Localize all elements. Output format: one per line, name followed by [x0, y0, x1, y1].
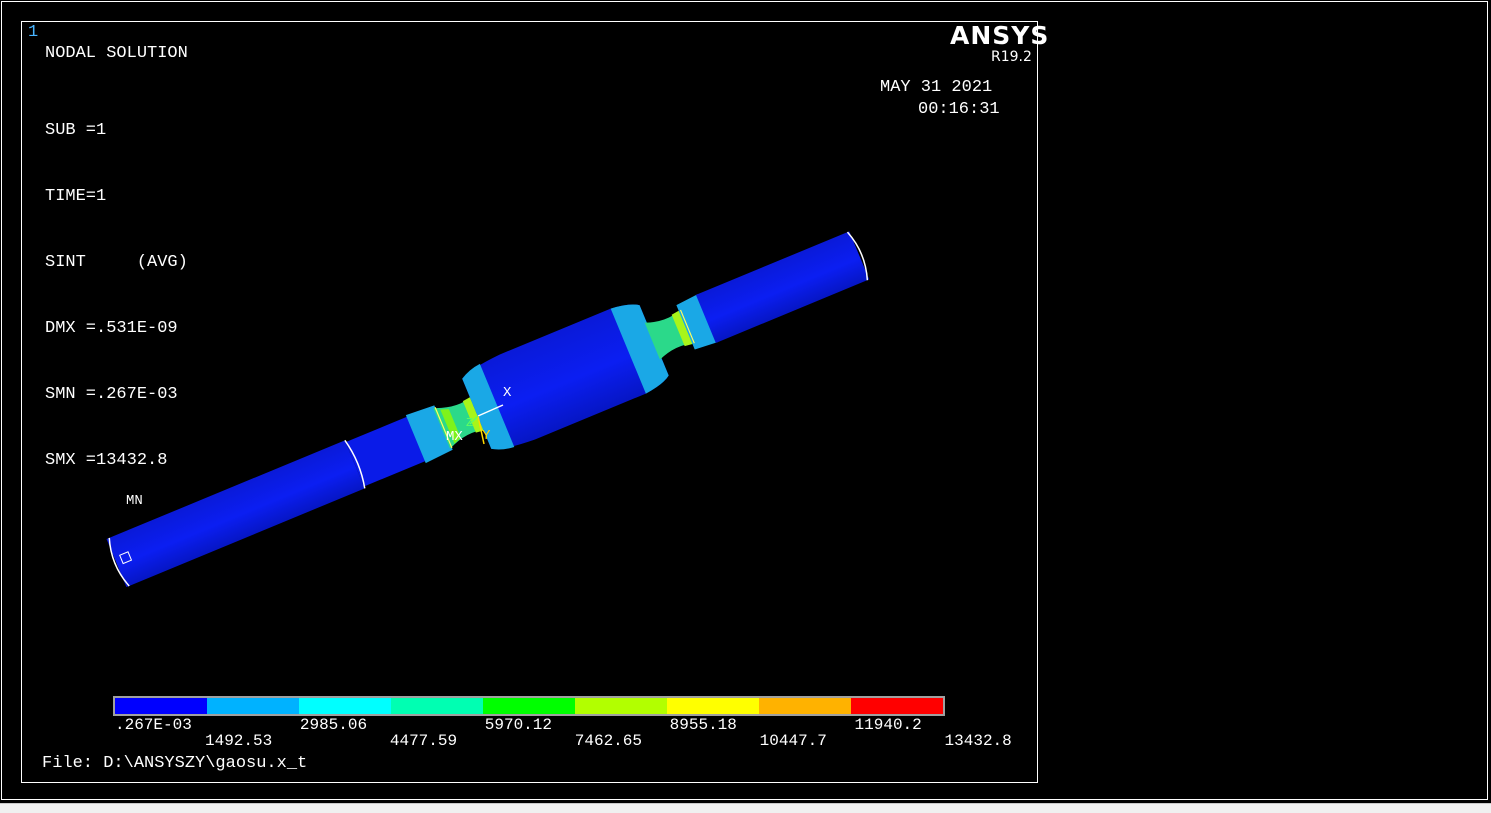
- colorbar-label-top-4: 8955.18: [669, 716, 737, 734]
- right-shoulder-ring: [676, 294, 718, 350]
- colorbar-segment-8: [759, 698, 851, 714]
- axis-triad: [469, 404, 504, 445]
- colorbar-label-top-1: .267E-03: [115, 716, 192, 734]
- left-shoulder-ring: [405, 405, 453, 464]
- center-left-band: [462, 363, 515, 450]
- colorbar-label-bottom-2: 4477.59: [389, 732, 458, 750]
- x-axis-label: X: [503, 385, 512, 401]
- contour-colorbar: [113, 696, 945, 716]
- max-marker-label: MX: [446, 429, 463, 445]
- center-right-band: [610, 304, 669, 394]
- colorbar-label-bottom-4: 10447.7: [759, 732, 827, 750]
- colorbar-label-top-2: 2985.06: [299, 716, 368, 734]
- plot-time: 00:16:31: [918, 100, 1000, 119]
- neck-edge-line-2: [434, 407, 453, 449]
- colorbar-segment-1: [115, 698, 207, 714]
- plot-title: NODAL SOLUTION: [45, 44, 188, 63]
- window-number: 1: [28, 23, 39, 42]
- end-face-marker: [119, 551, 133, 565]
- colorbar-label-top-5: 11940.2: [854, 716, 922, 734]
- legend-smx: SMX =13432.8: [45, 451, 168, 470]
- section-line-1: [344, 439, 366, 489]
- legend-sint: SINT (AVG): [45, 253, 188, 272]
- colorbar-label-bottom-5: 13432.8: [944, 732, 1012, 750]
- left-shaft-segment: [106, 440, 365, 588]
- legend-time: TIME=1: [45, 187, 107, 206]
- legend-dmx: DMX =.531E-09: [45, 319, 178, 338]
- section-line-2: [108, 537, 130, 587]
- colorbar-segment-2: [207, 698, 299, 714]
- colorbar-label-bottom-3: 7462.65: [574, 732, 642, 750]
- file-path: File: D:\ANSYSZY\gaosu.x_t: [42, 754, 308, 773]
- colorbar-segment-9: [851, 698, 943, 714]
- min-marker-label: MN: [126, 493, 143, 509]
- neck-edge-line: [679, 309, 695, 344]
- left-neck-hotspot: [440, 409, 461, 444]
- colorbar-segment-6: [575, 698, 667, 714]
- z-axis-label: Z: [466, 416, 474, 430]
- ansys-version: R19.2: [991, 49, 1032, 65]
- legend-sub: SUB =1: [45, 121, 107, 140]
- colorbar-label-top-3: 5970.12: [484, 716, 552, 734]
- y-axis-label: Y: [482, 428, 491, 444]
- left-neck-hotspot-2: [462, 397, 484, 433]
- plot-date: MAY 31 2021: [880, 78, 993, 97]
- right-neck-hotspot: [671, 310, 693, 347]
- colorbar-label-bottom-1: 1492.53: [205, 732, 273, 750]
- ansys-logo: ANSYS: [950, 21, 1050, 50]
- legend-smn: SMN =.267E-03: [45, 385, 178, 404]
- right-shaft-segment: [695, 231, 870, 343]
- solution-legend: SUB =1 TIME=1 SINT (AVG) DMX =.531E-09 S…: [45, 76, 188, 494]
- section-line-3: [846, 231, 869, 281]
- colorbar-segment-7: [667, 698, 759, 714]
- graphics-window[interactable]: [21, 21, 1038, 783]
- colorbar-segment-4: [391, 698, 483, 714]
- center-body: [462, 304, 669, 450]
- colorbar-segment-3: [299, 698, 391, 714]
- bottom-status-strip: [0, 803, 1491, 813]
- colorbar-segment-5: [483, 698, 575, 714]
